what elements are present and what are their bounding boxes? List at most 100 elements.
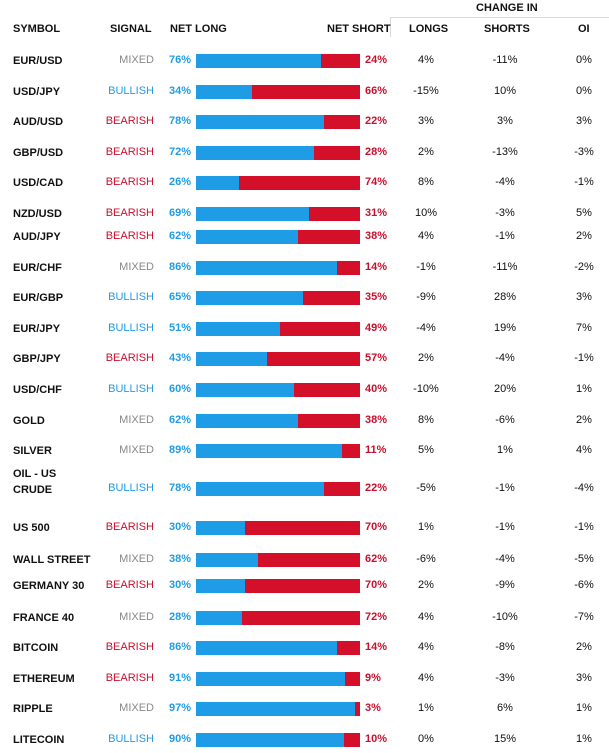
symbol-link[interactable]: NZD/USD bbox=[13, 208, 62, 220]
signal-label: BEARISH bbox=[105, 579, 154, 591]
symbol-link[interactable]: OIL - US CRUDE bbox=[13, 468, 57, 496]
net-short-percent: 40% bbox=[365, 383, 388, 395]
sentiment-bar bbox=[196, 383, 360, 397]
change-longs: 2% bbox=[418, 146, 434, 158]
change-oi: 1% bbox=[576, 383, 592, 395]
symbol-link[interactable]: USD/CHF bbox=[13, 384, 62, 396]
symbol-link[interactable]: LITECOIN bbox=[13, 734, 65, 746]
net-long-percent: 97% bbox=[168, 702, 191, 714]
sentiment-bar bbox=[196, 444, 360, 458]
change-longs: 2% bbox=[418, 579, 434, 591]
net-long-percent: 30% bbox=[168, 521, 191, 533]
net-long-fill bbox=[196, 115, 324, 129]
net-long-percent: 86% bbox=[168, 261, 191, 273]
change-longs: 4% bbox=[418, 611, 434, 623]
net-long-fill bbox=[196, 672, 346, 686]
sentiment-bar bbox=[196, 176, 360, 190]
change-longs: 8% bbox=[418, 414, 434, 426]
symbol-link[interactable]: GOLD bbox=[13, 415, 45, 427]
symbol-link[interactable]: RIPPLE bbox=[13, 703, 53, 715]
symbol-link[interactable]: GERMANY 30 bbox=[13, 580, 85, 592]
net-long-fill bbox=[196, 146, 315, 160]
sentiment-bar bbox=[196, 611, 360, 625]
symbol-link[interactable]: FRANCE 40 bbox=[13, 612, 75, 624]
change-longs: 8% bbox=[418, 176, 434, 188]
net-long-percent: 30% bbox=[168, 579, 191, 591]
change-oi: 5% bbox=[576, 207, 592, 219]
header-shorts[interactable]: SHORTS bbox=[484, 23, 530, 35]
net-long-percent: 62% bbox=[168, 230, 191, 242]
net-long-fill bbox=[196, 230, 298, 244]
net-short-percent: 49% bbox=[365, 322, 388, 334]
header-net-short[interactable]: NET SHORT bbox=[327, 23, 391, 35]
net-long-percent: 76% bbox=[168, 54, 191, 66]
sentiment-bar bbox=[196, 579, 360, 593]
change-oi: 3% bbox=[576, 291, 592, 303]
net-long-fill bbox=[196, 611, 242, 625]
symbol-link[interactable]: USD/CAD bbox=[13, 177, 64, 189]
signal-label: MIXED bbox=[119, 553, 154, 565]
net-long-percent: 69% bbox=[168, 207, 191, 219]
signal-label: BULLISH bbox=[108, 482, 154, 494]
header-oi[interactable]: OI bbox=[578, 23, 590, 35]
signal-label: BULLISH bbox=[108, 383, 154, 395]
net-long-percent: 90% bbox=[168, 733, 191, 745]
symbol-link[interactable]: SILVER bbox=[13, 445, 52, 457]
change-longs: 2% bbox=[418, 352, 434, 364]
change-oi: -1% bbox=[574, 176, 594, 188]
symbol-link[interactable]: EUR/USD bbox=[13, 55, 63, 67]
sentiment-bar bbox=[196, 672, 360, 686]
change-shorts: -1% bbox=[495, 230, 515, 242]
net-long-fill bbox=[196, 444, 342, 458]
net-long-percent: 51% bbox=[168, 322, 191, 334]
signal-label: BEARISH bbox=[105, 641, 154, 653]
change-oi: 7% bbox=[576, 322, 592, 334]
sentiment-bar bbox=[196, 521, 360, 535]
change-oi: 0% bbox=[576, 54, 592, 66]
symbol-link[interactable]: EUR/GBP bbox=[13, 292, 64, 304]
header-net-long[interactable]: NET LONG bbox=[170, 23, 227, 35]
change-shorts: -6% bbox=[495, 414, 515, 426]
net-long-fill bbox=[196, 85, 252, 99]
change-shorts: -4% bbox=[495, 176, 515, 188]
signal-label: MIXED bbox=[119, 611, 154, 623]
header-longs[interactable]: LONGS bbox=[409, 23, 449, 35]
sentiment-bar bbox=[196, 291, 360, 305]
header-symbol[interactable]: SYMBOL bbox=[13, 23, 61, 35]
change-oi: -5% bbox=[574, 553, 594, 565]
net-long-fill bbox=[196, 482, 324, 496]
change-longs: -15% bbox=[413, 85, 439, 97]
change-oi: 3% bbox=[576, 115, 592, 127]
sentiment-bar bbox=[196, 733, 360, 747]
symbol-link[interactable]: ETHEREUM bbox=[13, 673, 75, 685]
symbol-link[interactable]: AUD/JPY bbox=[13, 231, 61, 243]
symbol-link[interactable]: WALL STREET bbox=[13, 554, 91, 566]
symbol-link[interactable]: GBP/USD bbox=[13, 147, 64, 159]
signal-label: BEARISH bbox=[105, 207, 154, 219]
symbol-link[interactable]: AUD/USD bbox=[13, 116, 64, 128]
net-long-fill bbox=[196, 733, 344, 747]
symbol-link[interactable]: US 500 bbox=[13, 522, 50, 534]
net-long-fill bbox=[196, 383, 295, 397]
sentiment-bar bbox=[196, 414, 360, 428]
signal-label: BULLISH bbox=[108, 733, 154, 745]
symbol-link[interactable]: USD/JPY bbox=[13, 86, 61, 98]
net-long-fill bbox=[196, 261, 338, 275]
net-short-percent: 62% bbox=[365, 553, 388, 565]
net-short-percent: 35% bbox=[365, 291, 388, 303]
header-signal[interactable]: SIGNAL bbox=[110, 23, 152, 35]
net-short-percent: 72% bbox=[365, 611, 388, 623]
symbol-link[interactable]: GBP/JPY bbox=[13, 353, 61, 365]
sentiment-bar bbox=[196, 322, 360, 336]
symbol-link[interactable]: EUR/JPY bbox=[13, 323, 61, 335]
symbol-link[interactable]: BITCOIN bbox=[13, 642, 59, 654]
sentiment-bar bbox=[196, 115, 360, 129]
change-longs: 1% bbox=[418, 521, 434, 533]
net-long-fill bbox=[196, 702, 356, 716]
net-long-percent: 62% bbox=[168, 414, 191, 426]
signal-label: BEARISH bbox=[105, 352, 154, 364]
net-short-percent: 74% bbox=[365, 176, 388, 188]
net-short-percent: 22% bbox=[365, 482, 388, 494]
symbol-link[interactable]: EUR/CHF bbox=[13, 262, 62, 274]
change-longs: -9% bbox=[416, 291, 436, 303]
